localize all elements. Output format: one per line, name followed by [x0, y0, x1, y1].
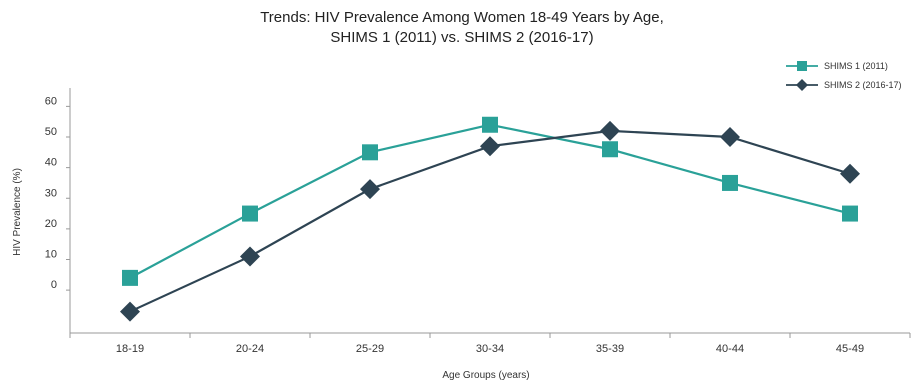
data-point-square — [242, 205, 258, 222]
data-point-diamond — [240, 246, 260, 267]
chart-axes: 60 50 40 30 20 10 0 18-19 20-24 25-29 30-34 35-39 40… — [45, 88, 911, 355]
y-tick-label: 40 — [45, 157, 57, 169]
y-tick-label: 60 — [45, 95, 57, 107]
chart-title-line1: Trends: HIV Prevalence Among Women 18-49… — [260, 9, 664, 26]
y-tick-label: 20 — [45, 218, 57, 230]
data-point-square — [842, 205, 858, 222]
data-point-diamond — [360, 179, 380, 200]
legend-item: SHIMS 1 (2011) — [786, 61, 888, 71]
data-point-diamond — [120, 301, 140, 322]
data-point-diamond — [480, 136, 500, 157]
chart-series — [120, 116, 860, 322]
legend-label: SHIMS 1 (2011) — [824, 61, 888, 71]
chart-title-line2: SHIMS 1 (2011) vs. SHIMS 2 (2016-17) — [330, 29, 594, 46]
x-tick-label: 20-24 — [236, 343, 264, 355]
x-tick-label: 18-19 — [116, 343, 144, 355]
data-point-diamond — [720, 127, 740, 147]
data-point-square — [482, 116, 498, 133]
chart-title: Trends: HIV Prevalence Among Women 18-49… — [0, 8, 924, 48]
data-point-square — [122, 269, 138, 286]
x-tick-label: 45-49 — [836, 343, 864, 355]
legend-label: SHIMS 2 (2016-17) — [824, 80, 902, 90]
y-tick-label: 0 — [51, 279, 57, 291]
y-tick-label: 50 — [45, 126, 57, 138]
data-point-diamond — [840, 163, 860, 184]
y-tick-label: 10 — [45, 249, 57, 261]
series-2 — [120, 120, 860, 322]
y-axis-title: HIV Prevalence (%) — [12, 168, 23, 256]
x-tick-label: 35-39 — [596, 343, 624, 355]
x-tick-label: 30-34 — [476, 343, 504, 355]
series-1 — [122, 116, 858, 286]
legend-diamond-marker — [796, 79, 808, 91]
x-tick-label: 25-29 — [356, 343, 384, 355]
data-point-square — [722, 174, 738, 191]
data-point-square — [362, 144, 378, 161]
x-tick-label: 40-44 — [716, 343, 744, 355]
x-axis-title: Age Groups (years) — [442, 370, 529, 381]
data-point-square — [602, 141, 618, 158]
y-tick-label: 30 — [45, 187, 57, 199]
data-point-diamond — [600, 120, 620, 141]
legend-item: SHIMS 2 (2016-17) — [786, 79, 902, 91]
chart-legend: SHIMS 1 (2011) SHIMS 2 (2016-17) — [786, 61, 902, 91]
legend-square-marker — [797, 61, 807, 71]
